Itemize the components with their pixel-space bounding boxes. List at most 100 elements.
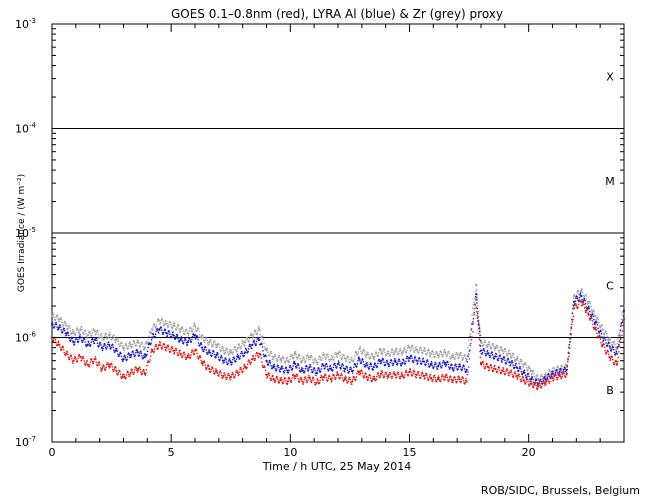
interpolated-point xyxy=(122,360,124,362)
interpolated-point xyxy=(112,349,115,351)
interpolated-point xyxy=(118,355,120,358)
interpolated-point xyxy=(183,351,186,354)
interpolated-point xyxy=(603,343,605,346)
interpolated-point xyxy=(192,328,194,331)
interpolated-point xyxy=(372,368,375,371)
interpolated-point xyxy=(531,385,534,388)
data-point xyxy=(379,349,382,352)
interpolated-point xyxy=(438,379,441,381)
interpolated-point xyxy=(535,376,537,379)
interpolated-point xyxy=(435,380,438,383)
interpolated-point xyxy=(135,369,138,372)
data-point xyxy=(475,293,478,296)
interpolated-point xyxy=(129,374,131,376)
interpolated-point xyxy=(569,347,571,350)
interpolated-point xyxy=(483,366,485,368)
interpolated-point xyxy=(267,363,270,365)
interpolated-point xyxy=(432,351,434,353)
interpolated-point xyxy=(478,344,481,347)
interpolated-point xyxy=(62,346,65,348)
data-series-layer xyxy=(50,283,626,391)
interpolated-point xyxy=(413,370,416,373)
interpolated-point xyxy=(615,350,618,353)
interpolated-point xyxy=(143,354,145,357)
interpolated-point xyxy=(620,318,623,321)
interpolated-point xyxy=(524,382,527,385)
data-point xyxy=(544,377,547,381)
interpolated-point xyxy=(516,355,519,358)
interpolated-point xyxy=(324,366,327,368)
interpolated-point xyxy=(224,352,226,354)
interpolated-point xyxy=(285,367,288,369)
interpolated-point xyxy=(389,354,392,356)
interpolated-point xyxy=(105,333,107,336)
interpolated-point xyxy=(123,373,125,376)
interpolated-point xyxy=(564,368,567,370)
interpolated-point xyxy=(127,347,129,350)
interpolated-point xyxy=(499,369,501,372)
interpolated-point xyxy=(177,325,180,327)
interpolated-point xyxy=(434,376,436,379)
interpolated-point xyxy=(266,361,268,363)
interpolated-point xyxy=(299,378,302,380)
interpolated-point xyxy=(141,355,143,357)
interpolated-point xyxy=(282,367,284,370)
interpolated-point xyxy=(453,357,455,359)
interpolated-point xyxy=(99,336,101,339)
interpolated-point xyxy=(235,358,238,360)
interpolated-point xyxy=(171,333,173,336)
interpolated-point xyxy=(536,374,539,377)
interpolated-point xyxy=(442,351,445,353)
interpolated-point xyxy=(79,333,81,336)
interpolated-point xyxy=(434,353,437,355)
interpolated-point xyxy=(67,356,70,359)
interpolated-point xyxy=(272,364,274,367)
interpolated-point xyxy=(360,350,362,352)
interpolated-point xyxy=(81,329,83,331)
interpolated-point xyxy=(512,375,515,377)
interpolated-point xyxy=(544,373,546,375)
interpolated-point xyxy=(566,364,569,366)
interpolated-point xyxy=(532,370,535,372)
interpolated-point xyxy=(353,360,355,363)
interpolated-point xyxy=(375,351,378,353)
interpolated-point xyxy=(73,330,75,333)
interpolated-point xyxy=(422,357,425,360)
interpolated-point xyxy=(244,365,247,368)
interpolated-point xyxy=(555,374,557,377)
interpolated-point xyxy=(269,360,271,362)
interpolated-point xyxy=(102,347,104,350)
interpolated-point xyxy=(426,351,429,353)
interpolated-point xyxy=(96,329,99,332)
interpolated-point xyxy=(252,336,255,338)
interpolated-point xyxy=(313,361,315,363)
interpolated-point xyxy=(526,378,529,381)
interpolated-point xyxy=(56,326,58,328)
interpolated-point xyxy=(575,297,577,300)
interpolated-point xyxy=(76,360,79,362)
interpolated-point xyxy=(226,374,229,376)
interpolated-point xyxy=(441,364,443,367)
interpolated-point xyxy=(247,360,249,363)
interpolated-point xyxy=(170,336,173,338)
interpolated-point xyxy=(81,357,83,360)
interpolated-point xyxy=(95,358,97,360)
interpolated-point xyxy=(276,358,279,361)
interpolated-point xyxy=(80,326,83,329)
interpolated-point xyxy=(416,373,418,376)
interpolated-point xyxy=(487,352,490,354)
interpolated-point xyxy=(395,375,398,377)
data-point xyxy=(315,361,318,364)
interpolated-point xyxy=(468,358,471,360)
interpolated-point xyxy=(481,342,483,345)
interpolated-point xyxy=(101,337,104,339)
interpolated-point xyxy=(193,352,196,355)
interpolated-point xyxy=(355,378,357,381)
interpolated-point xyxy=(302,381,305,383)
interpolated-point xyxy=(117,371,120,374)
interpolated-point xyxy=(587,305,590,308)
data-point xyxy=(115,369,118,372)
interpolated-point xyxy=(326,368,329,371)
interpolated-point xyxy=(347,378,350,381)
chart-title: GOES 0.1–0.8nm (red), LYRA Al (blue) & Z… xyxy=(171,7,503,21)
